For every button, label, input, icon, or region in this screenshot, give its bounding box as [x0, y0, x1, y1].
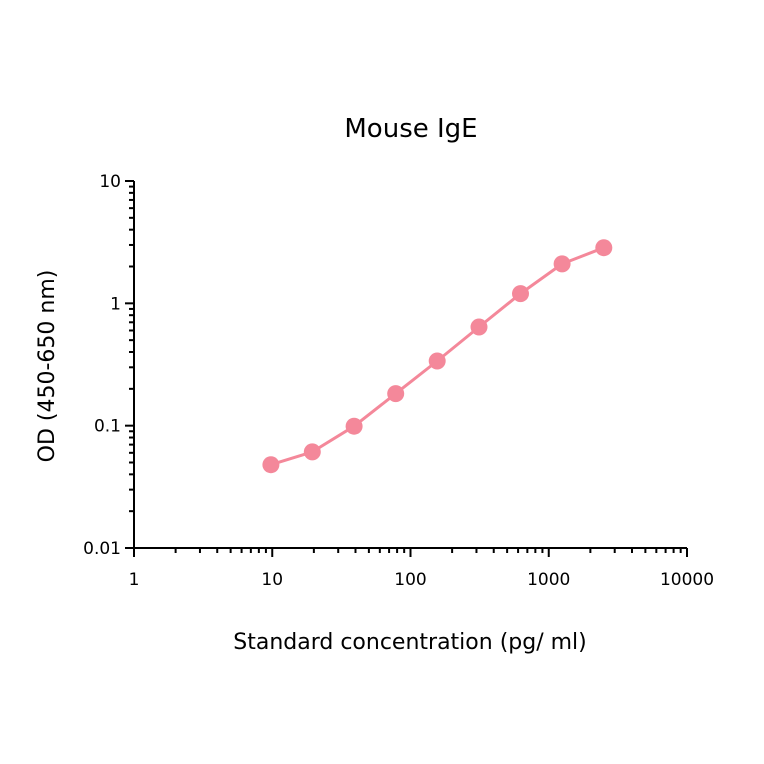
data-point	[553, 255, 571, 273]
plot-area	[262, 239, 613, 474]
x-tick-label: 1	[129, 570, 140, 590]
x-tick-label: 100	[394, 570, 426, 590]
data-point	[345, 417, 363, 435]
x-tick-label: 10000	[660, 570, 714, 590]
y-tick-label: 0.01	[83, 539, 121, 559]
y-tick-label: 0.1	[94, 417, 121, 437]
x-tick-label: 1000	[527, 570, 570, 590]
data-point	[470, 318, 488, 336]
y-axis-title: OD (450-650 nm)	[35, 270, 60, 463]
y-tick-label: 1	[110, 294, 121, 314]
x-tick-label: 10	[261, 570, 283, 590]
data-point	[303, 443, 321, 461]
data-point	[428, 352, 446, 370]
y-tick-label: 10	[99, 172, 121, 192]
data-point	[512, 285, 529, 303]
x-axis-title: Standard concentration (pg/ ml)	[233, 630, 586, 655]
data-point	[595, 239, 613, 257]
axes: 1 10 100 1000 10000 0.01 0.1 1 10	[83, 172, 714, 590]
data-point	[262, 456, 280, 474]
chart-title: Mouse IgE	[344, 114, 477, 144]
data-point	[387, 385, 405, 403]
